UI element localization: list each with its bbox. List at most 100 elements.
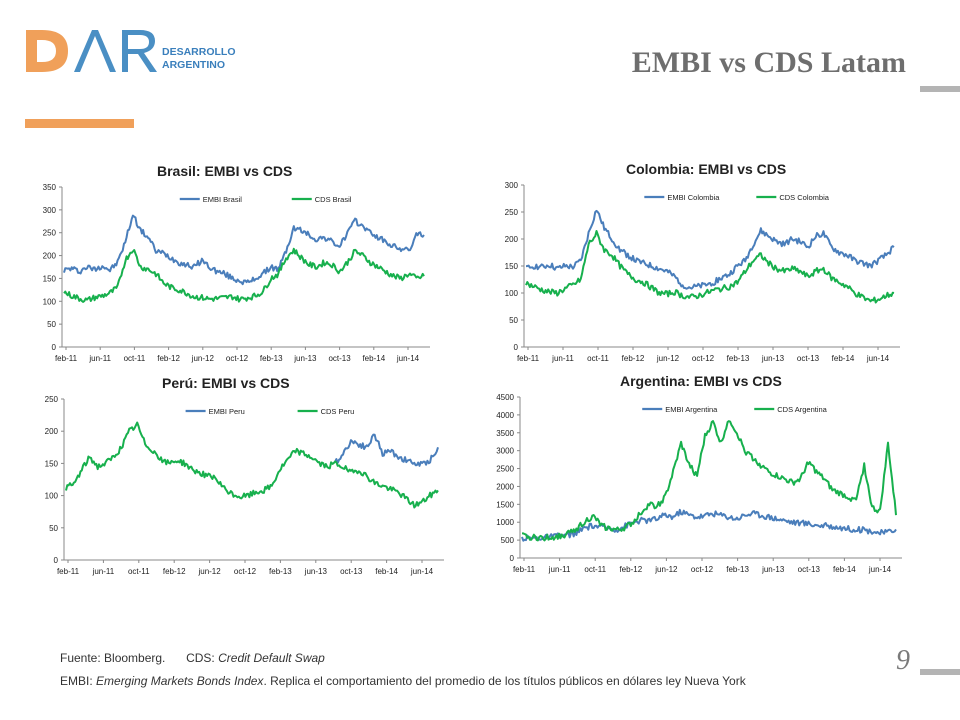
title-decoration-bar [920, 86, 960, 92]
footer-embi-note: EMBI: Emerging Markets Bonds Index. Repl… [60, 674, 800, 688]
x-tick-label: jun-14 [866, 354, 890, 363]
series-line-cds-colombia [525, 230, 895, 304]
x-tick-label: jun-11 [548, 565, 571, 574]
y-tick-label: 150 [505, 262, 519, 271]
series-line-cds-peru [65, 421, 439, 509]
chart-argentina: Argentina: EMBI vs CDS 0 500 1000 1500 2000 25… [490, 372, 954, 584]
x-tick-label: jun-12 [197, 567, 221, 576]
x-tick-label: oct-12 [691, 565, 714, 574]
y-tick-label: 200 [45, 427, 59, 436]
x-tick-label: oct-11 [587, 354, 609, 363]
x-tick-label: oct-13 [798, 565, 821, 574]
y-tick-label: 0 [514, 343, 519, 352]
chart-title: Argentina: EMBI vs CDS [620, 373, 782, 389]
chart-peru: Perú: EMBI vs CDS 0 50 100 150 200 250 feb-11 ju… [12, 372, 464, 584]
x-tick-label: feb-12 [619, 565, 642, 574]
x-tick-label: jun-12 [656, 354, 680, 363]
page-title: EMBI vs CDS Latam [631, 46, 906, 79]
source-text: Fuente: Bloomberg. [60, 651, 166, 665]
y-tick-label: 500 [501, 536, 515, 545]
chart-title: Perú: EMBI vs CDS [162, 375, 290, 391]
y-tick-label: 100 [43, 297, 57, 306]
x-tick-label: jun-13 [761, 565, 785, 574]
y-tick-label: 2000 [496, 482, 514, 491]
embi-description: . Replica el comportamiento del promedio… [263, 674, 746, 688]
series-line-cds-argentina [522, 420, 897, 542]
footer-source: Fuente: Bloomberg. CDS: Credit Default S… [60, 651, 325, 665]
dar-logo: DESARROLLO ARGENTINO [26, 30, 236, 72]
y-tick-label: 50 [49, 524, 58, 533]
y-tick-label: 0 [52, 343, 57, 352]
y-tick-label: 350 [43, 183, 57, 192]
chart-brasil-svg: Brasil: EMBI vs CDS 0 50 100 150 200 250 300 350… [43, 163, 430, 363]
cds-definition: Credit Default Swap [218, 651, 325, 665]
cds-label: CDS: [186, 651, 219, 665]
y-tick-label: 250 [45, 395, 59, 404]
footer-decoration-bar [920, 669, 960, 675]
x-tick-label: oct-13 [797, 354, 820, 363]
x-tick-label: jun-11 [92, 567, 115, 576]
logo-accent-bar [25, 119, 134, 128]
x-tick-label: feb-12 [157, 354, 180, 363]
legend-label-embi-colombia: EMBI Colombia [667, 193, 720, 202]
x-tick-label: oct-13 [340, 567, 363, 576]
y-tick-label: 100 [505, 289, 519, 298]
chart-peru-svg: Perú: EMBI vs CDS 0 50 100 150 200 250 feb-11 ju… [45, 375, 444, 576]
legend-label-cds-brasil: CDS Brasil [315, 195, 352, 204]
y-tick-label: 4500 [496, 393, 514, 402]
y-tick-label: 50 [509, 316, 518, 325]
x-tick-label: oct-12 [226, 354, 249, 363]
series-line-embi-brasil [63, 214, 425, 286]
x-tick-label: feb-13 [727, 354, 750, 363]
x-tick-label: oct-11 [128, 567, 150, 576]
logo-mark [26, 30, 157, 72]
chart-brasil: Brasil: EMBI vs CDS 0 50 100 150 200 250 300 350… [10, 156, 480, 371]
x-tick-label: jun-11 [88, 354, 111, 363]
legend-label-cds-peru: CDS Peru [321, 407, 355, 416]
x-tick-label: feb-14 [832, 354, 855, 363]
x-tick-label: feb-14 [362, 354, 385, 363]
x-tick-label: feb-14 [833, 565, 856, 574]
y-tick-label: 2500 [496, 465, 514, 474]
chart-title: Colombia: EMBI vs CDS [626, 161, 786, 177]
x-tick-label: feb-12 [622, 354, 645, 363]
series-line-embi-peru [334, 433, 439, 467]
x-tick-label: oct-11 [124, 354, 146, 363]
x-tick-label: oct-12 [692, 354, 715, 363]
x-tick-label: feb-13 [260, 354, 283, 363]
y-tick-label: 3000 [496, 447, 514, 456]
logo-line2: ARGENTINO [162, 59, 225, 71]
series-line-embi-colombia [526, 209, 895, 290]
x-tick-label: jun-13 [293, 354, 317, 363]
y-tick-label: 200 [43, 252, 57, 261]
x-tick-label: feb-14 [375, 567, 398, 576]
y-tick-label: 3500 [496, 429, 514, 438]
page-number: 9 [896, 645, 910, 676]
x-tick-label: jun-14 [396, 354, 420, 363]
legend-label-cds-argentina: CDS Argentina [777, 405, 827, 414]
series-line-embi-argentina [521, 508, 897, 542]
y-tick-label: 300 [43, 206, 57, 215]
x-tick-label: oct-12 [234, 567, 257, 576]
y-tick-label: 100 [45, 492, 59, 501]
x-tick-label: jun-12 [191, 354, 215, 363]
chart-argentina-svg: Argentina: EMBI vs CDS 0 500 1000 1500 2000 25… [496, 373, 902, 574]
x-tick-label: feb-13 [726, 565, 749, 574]
x-tick-label: jun-13 [304, 567, 328, 576]
embi-definition: Emerging Markets Bonds Index [96, 674, 264, 688]
x-tick-label: feb-11 [513, 565, 536, 574]
legend-label-embi-brasil: EMBI Brasil [203, 195, 243, 204]
series-line-cds-brasil [63, 247, 425, 303]
y-tick-label: 300 [505, 181, 519, 190]
legend-label-embi-argentina: EMBI Argentina [665, 405, 718, 414]
x-tick-label: jun-14 [868, 565, 892, 574]
embi-label: EMBI: [60, 674, 97, 688]
x-tick-label: oct-11 [584, 565, 606, 574]
logo-line1: DESARROLLO [162, 46, 236, 58]
x-tick-label: feb-11 [55, 354, 78, 363]
y-tick-label: 1000 [496, 518, 514, 527]
y-tick-label: 150 [43, 274, 57, 283]
legend-label-embi-peru: EMBI Peru [209, 407, 245, 416]
legend-label-cds-colombia: CDS Colombia [779, 193, 829, 202]
x-tick-label: feb-11 [57, 567, 80, 576]
